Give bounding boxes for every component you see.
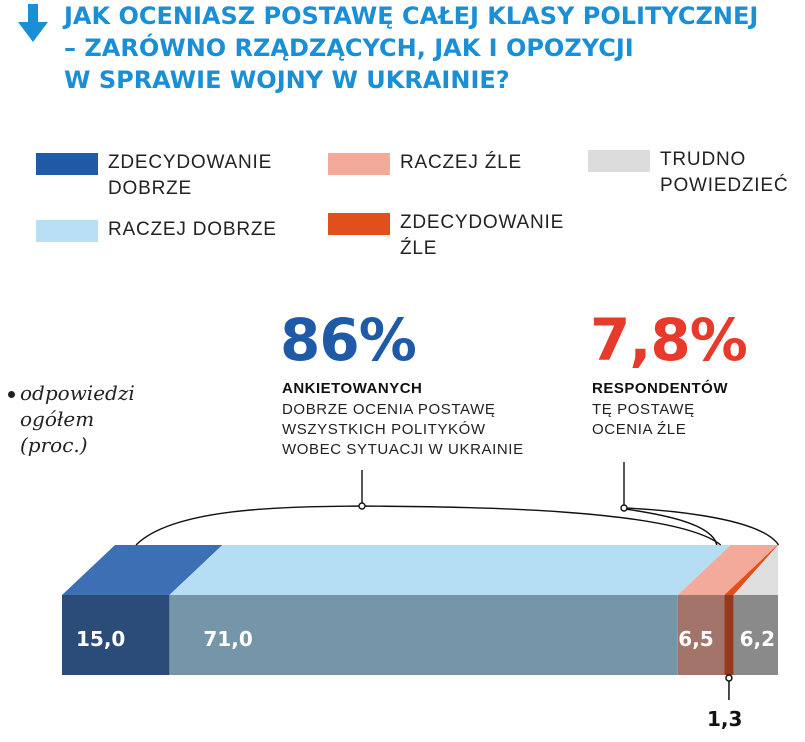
legend-swatch: [588, 150, 650, 172]
legend-label: TRUDNO POWIEDZIEĆ: [660, 149, 789, 196]
value-label-3: 1,3: [707, 707, 742, 731]
note-bullet: [8, 391, 15, 398]
bar-segment-2: [677, 595, 725, 675]
pointer-dot: [725, 674, 733, 682]
bracket-bad: [622, 507, 780, 546]
down-arrow-icon: [18, 4, 48, 42]
value-label-1: 71,0: [203, 627, 252, 651]
bar-top-0: [62, 545, 223, 595]
title-line: W SPRAWIE WOJNY W UKRAINIE?: [64, 66, 510, 94]
value-label-4: 6,2: [740, 627, 775, 651]
bar-segment-0: [62, 595, 170, 675]
bar-top-2: [677, 545, 778, 595]
legend-swatch: [36, 220, 98, 242]
chart-title: JAK OCENIASZ POSTAWĘ CAŁEJ KLASY POLITYC…: [64, 0, 784, 96]
bracket-good: [135, 505, 722, 546]
bracket-good-dot: [358, 502, 366, 510]
title-line: JAK OCENIASZ POSTAWĘ CAŁEJ KLASY POLITYC…: [64, 2, 759, 30]
value-label-2: 6,5: [678, 627, 713, 651]
legend-item-raczej-zle: RACZEJ ŹLE: [328, 150, 522, 176]
callout-good-text: DOBRZE OCENIA POSTAWĘ WSZYSTKICH POLITYKÓ…: [282, 401, 524, 458]
callout-bad-strong: RESPONDENTÓW: [592, 380, 729, 397]
legend-item-trudno-powiedziec: TRUDNO POWIEDZIEĆ: [588, 147, 788, 199]
bar-top-1: [169, 545, 731, 595]
callout-bad-percent: 7,8%: [590, 306, 748, 374]
bar-top-4: [733, 545, 778, 595]
legend-label: RACZEJ ŹLE: [400, 152, 523, 173]
value-label-0: 15,0: [76, 627, 125, 651]
legend-label: ZDECYDOWANIE DOBRZE: [108, 152, 273, 199]
bar-segment-1: [169, 595, 678, 675]
legend-item-zdecydowanie-zle: ZDECYDOWANIE ŹLE: [328, 210, 564, 262]
callout-good-percent: 86%: [280, 306, 417, 374]
bar-segment-3: [724, 595, 734, 675]
note-text: odpowiedzi ogółem (proc.): [20, 381, 135, 457]
bar-segment-4: [733, 595, 778, 675]
title-line: – ZARÓWNO RZĄDZĄCYCH, JAK I OPOZYCJI: [64, 34, 634, 62]
legend-label: ZDECYDOWANIE ŹLE: [400, 212, 565, 259]
bracket-bad-dot: [620, 504, 628, 512]
legend-label: RACZEJ DOBRZE: [108, 219, 277, 240]
legend-item-raczej-dobrze: RACZEJ DOBRZE: [36, 217, 277, 243]
legend-swatch: [36, 153, 98, 175]
legend-swatch: [328, 213, 390, 235]
legend-item-zdecydowanie-dobrze: ZDECYDOWANIE DOBRZE: [36, 150, 272, 202]
legend-swatch: [328, 153, 390, 175]
callout-bad-text: TĘ POSTAWĘ OCENIA ŹLE: [592, 401, 695, 438]
bar-top-3: [724, 545, 778, 595]
callout-good-strong: ANKIETOWANYCH: [282, 380, 423, 397]
